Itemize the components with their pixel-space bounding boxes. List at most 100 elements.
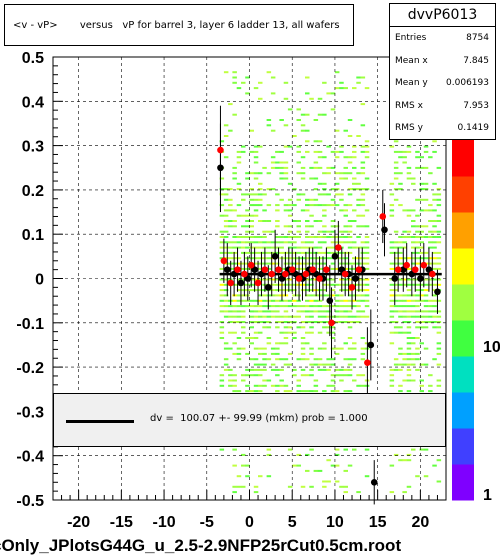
heatmap-cell	[262, 363, 267, 366]
heatmap-cell	[275, 315, 280, 318]
heatmap-cell	[423, 310, 429, 313]
heatmap-cell	[236, 289, 242, 292]
heatmap-cell	[300, 209, 306, 212]
heatmap-cell	[249, 326, 254, 329]
heatmap-cell	[423, 475, 429, 478]
heatmap-cell	[393, 140, 399, 143]
heatmap-cell	[228, 331, 233, 334]
heatmap-cell	[343, 257, 348, 260]
heatmap-cell	[236, 246, 242, 249]
heatmap-cell	[317, 251, 323, 254]
heatmap-cell	[393, 453, 399, 456]
heatmap-cell	[270, 156, 276, 159]
heatmap-cell	[296, 310, 301, 313]
heatmap-cell	[275, 278, 280, 281]
heatmap-cell	[352, 283, 357, 286]
heatmap-cell	[347, 230, 353, 233]
heatmap-cell	[347, 326, 353, 329]
heatmap-cell	[411, 251, 416, 254]
heatmap-cell	[241, 321, 246, 323]
heatmap-cell	[406, 289, 412, 292]
heatmap-cell	[347, 246, 353, 249]
heatmap-cell	[283, 299, 289, 302]
heatmap-cell	[393, 289, 399, 292]
heatmap-cell	[300, 321, 306, 323]
heatmap-cell	[241, 214, 246, 217]
heatmap-cell	[266, 172, 272, 175]
heatmap-cell	[360, 384, 366, 387]
heatmap-cell	[223, 251, 229, 254]
heatmap-cell	[352, 358, 357, 361]
heatmap-cell	[352, 182, 357, 185]
heatmap-cell	[258, 331, 263, 334]
heatmap-cell	[334, 368, 340, 371]
heatmap-cell	[245, 390, 250, 393]
heatmap-cell	[428, 230, 433, 233]
heatmap-cell	[305, 289, 310, 292]
heatmap-cell	[411, 299, 416, 302]
heatmap-cell	[262, 193, 267, 196]
heatmap-cell	[258, 310, 263, 313]
heatmap-cell	[253, 246, 259, 249]
heatmap-cell	[428, 257, 433, 260]
heatmap-cell	[334, 347, 340, 350]
heatmap-cell	[249, 129, 254, 132]
heatmap-cell	[249, 315, 254, 318]
heatmap-cell	[326, 236, 331, 238]
heatmap-cell	[352, 241, 357, 244]
heatmap-cell	[232, 251, 237, 254]
heatmap-cell	[313, 220, 319, 222]
heatmap-cell	[287, 198, 293, 201]
heatmap-cell	[402, 294, 407, 297]
heatmap-cell	[305, 246, 310, 249]
heatmap-cell	[364, 251, 370, 254]
heatmap-cell	[436, 321, 442, 323]
heatmap-cell	[305, 305, 310, 308]
heatmap-cell	[258, 188, 263, 191]
heatmap-cell	[330, 236, 336, 238]
stats-key: Mean x	[395, 55, 428, 66]
heatmap-cell	[283, 289, 289, 292]
heatmap-cell	[253, 384, 259, 387]
heatmap-cell	[326, 331, 331, 334]
heatmap-cell	[360, 150, 366, 153]
heatmap-cell	[296, 108, 301, 111]
heatmap-cell	[270, 283, 276, 286]
heatmap-cell	[322, 251, 327, 254]
data-points	[217, 105, 441, 505]
heatmap-cell	[253, 374, 259, 377]
heatmap-cell	[398, 204, 403, 207]
heatmap-cell	[428, 172, 433, 175]
heatmap-cell	[300, 166, 306, 169]
heatmap-cell	[330, 347, 336, 350]
heatmap-cell	[313, 390, 319, 393]
heatmap-cell	[236, 87, 242, 90]
heatmap-cell	[223, 246, 229, 249]
heatmap-cell	[275, 204, 280, 207]
heatmap-cell	[258, 294, 263, 297]
heatmap-cell	[270, 129, 276, 132]
heatmap-cell	[398, 368, 403, 371]
heatmap-cell	[287, 236, 293, 238]
heatmap-cell	[305, 310, 310, 313]
heatmap-cell	[309, 294, 314, 297]
red-point	[316, 275, 323, 282]
heatmap-cell	[423, 283, 429, 286]
heatmap-cell	[309, 485, 314, 488]
heatmap-cell	[432, 225, 437, 228]
heatmap-cell	[398, 182, 403, 185]
heatmap-cell	[309, 326, 314, 329]
heatmap-cell	[339, 230, 344, 233]
heatmap-cell	[360, 283, 366, 286]
heatmap-cell	[326, 251, 331, 254]
heatmap-cell	[223, 124, 229, 127]
heatmap-cell	[275, 294, 280, 297]
heatmap-cell	[322, 368, 327, 371]
heatmap-cell	[411, 363, 416, 366]
heatmap-cell	[236, 188, 242, 191]
heatmap-cell	[402, 315, 407, 318]
heatmap-cell	[334, 390, 340, 393]
heatmap-cell	[393, 331, 399, 334]
heatmap-cell	[334, 225, 340, 228]
red-point	[220, 257, 228, 265]
